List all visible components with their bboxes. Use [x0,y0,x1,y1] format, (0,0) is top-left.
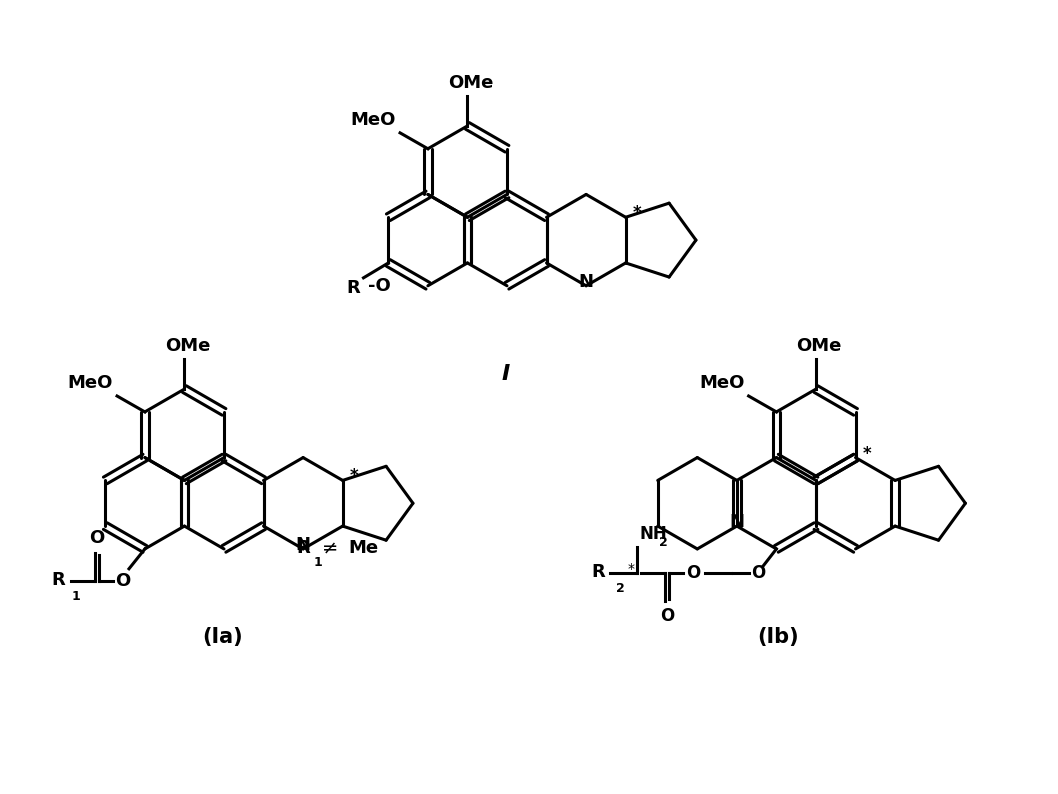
Text: 1: 1 [71,590,80,603]
Text: O: O [751,564,766,582]
Text: *: * [627,562,635,576]
Text: OMe: OMe [448,74,493,92]
Text: (Ia): (Ia) [202,627,242,647]
Text: O: O [686,564,700,582]
Text: N: N [579,273,594,291]
Text: 2: 2 [659,536,668,549]
Text: R: R [296,539,310,557]
Text: MeO: MeO [68,374,113,392]
Text: *: * [633,204,641,222]
Text: MeO: MeO [350,111,396,129]
Text: O: O [115,572,130,590]
Text: R: R [591,563,605,580]
Text: R: R [347,279,361,297]
Text: *: * [862,445,871,463]
Text: (Ib): (Ib) [758,627,799,647]
Text: OMe: OMe [165,337,211,355]
Text: *: * [349,468,359,485]
Text: $\neq$: $\neq$ [318,538,339,557]
Text: O: O [660,607,674,625]
Text: 2: 2 [616,582,624,595]
Text: MeO: MeO [699,374,745,392]
Text: OMe: OMe [797,337,842,355]
Text: I: I [501,364,509,384]
Text: -O: -O [368,277,391,295]
Text: O: O [90,529,105,547]
Text: 1: 1 [313,556,323,569]
Text: NH: NH [639,525,668,543]
Text: N: N [295,536,311,554]
Text: R: R [52,571,66,588]
Text: Me: Me [348,539,379,557]
Text: N: N [729,513,745,531]
